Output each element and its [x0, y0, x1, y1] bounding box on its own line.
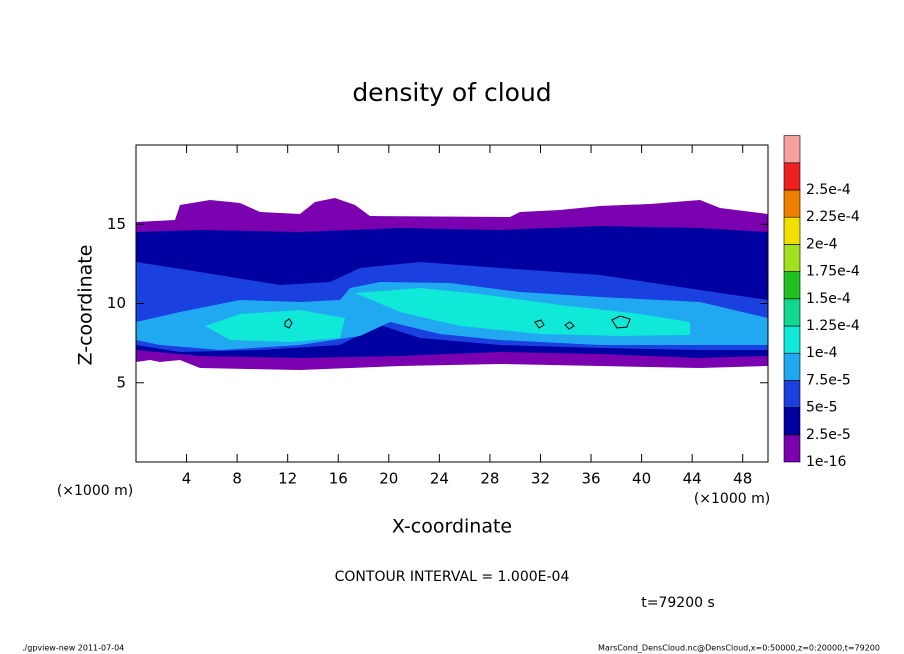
x-unit-label: (×1000 m) — [694, 491, 770, 507]
colorbar-swatch — [783, 244, 801, 272]
colorbar-label: 2.5e-5 — [806, 427, 851, 443]
x-tick-label: 16 — [329, 470, 348, 488]
colorbar-swatch — [783, 135, 801, 164]
colorbar-swatch — [783, 189, 801, 218]
y-tick-label: 5 — [116, 373, 126, 391]
y-axis-label: Z-coordinate — [75, 245, 97, 366]
x-tick-label: 4 — [182, 470, 192, 488]
colorbar-swatch — [783, 407, 801, 436]
colorbar-swatch — [783, 434, 801, 463]
x-tick-label: 36 — [581, 470, 600, 488]
chart-title: density of cloud — [352, 78, 551, 107]
x-tick-label: 28 — [480, 470, 499, 488]
colorbar-label: 1e-4 — [806, 345, 838, 361]
x-tick-label: 20 — [379, 470, 398, 488]
footer-right: MarsCond_DensCloud.nc@DensCloud,x=0:5000… — [598, 644, 880, 653]
time-label: t=79200 s — [641, 595, 715, 611]
y-tick-label: 10 — [107, 294, 126, 312]
x-tick-label: 8 — [232, 470, 242, 488]
colorbar-swatch — [783, 352, 801, 381]
x-tick-label: 44 — [683, 470, 702, 488]
colorbar-label: 5e-5 — [806, 400, 837, 416]
contour-interval: CONTOUR INTERVAL = 1.000E-04 — [335, 569, 570, 585]
colorbar-label: 2.5e-4 — [806, 182, 851, 198]
colorbar-label: 2e-4 — [806, 236, 838, 252]
footer-left: ./gpview-new 2011-07-04 — [22, 644, 124, 653]
colorbar-label: 1e-16 — [806, 454, 846, 470]
colorbar-label: 1.5e-4 — [806, 291, 851, 307]
x-tick-label: 32 — [531, 470, 550, 488]
x-tick-label: 48 — [733, 470, 752, 488]
colorbar-swatch — [783, 380, 801, 408]
colorbar-label: 1.25e-4 — [806, 318, 860, 334]
colorbar-swatch — [783, 298, 801, 327]
colorbar-label: 2.25e-4 — [806, 209, 860, 225]
x-unit-label: (×1000 m) — [57, 483, 133, 499]
x-tick-label: 12 — [278, 470, 297, 488]
colorbar-label: 7.5e-5 — [806, 372, 851, 388]
colorbar-label: 1.75e-4 — [806, 264, 860, 280]
colorbar-swatch — [783, 325, 801, 354]
cloud-field — [136, 198, 768, 370]
contour-line — [284, 315, 631, 330]
x-tick-label: 24 — [430, 470, 449, 488]
y-tick-label: 15 — [107, 215, 126, 233]
colorbar-swatch — [783, 271, 801, 300]
colorbar-swatch — [783, 216, 801, 245]
x-axis-label: X-coordinate — [392, 516, 512, 538]
colorbar-swatch — [783, 162, 801, 191]
x-tick-label: 40 — [632, 470, 651, 488]
